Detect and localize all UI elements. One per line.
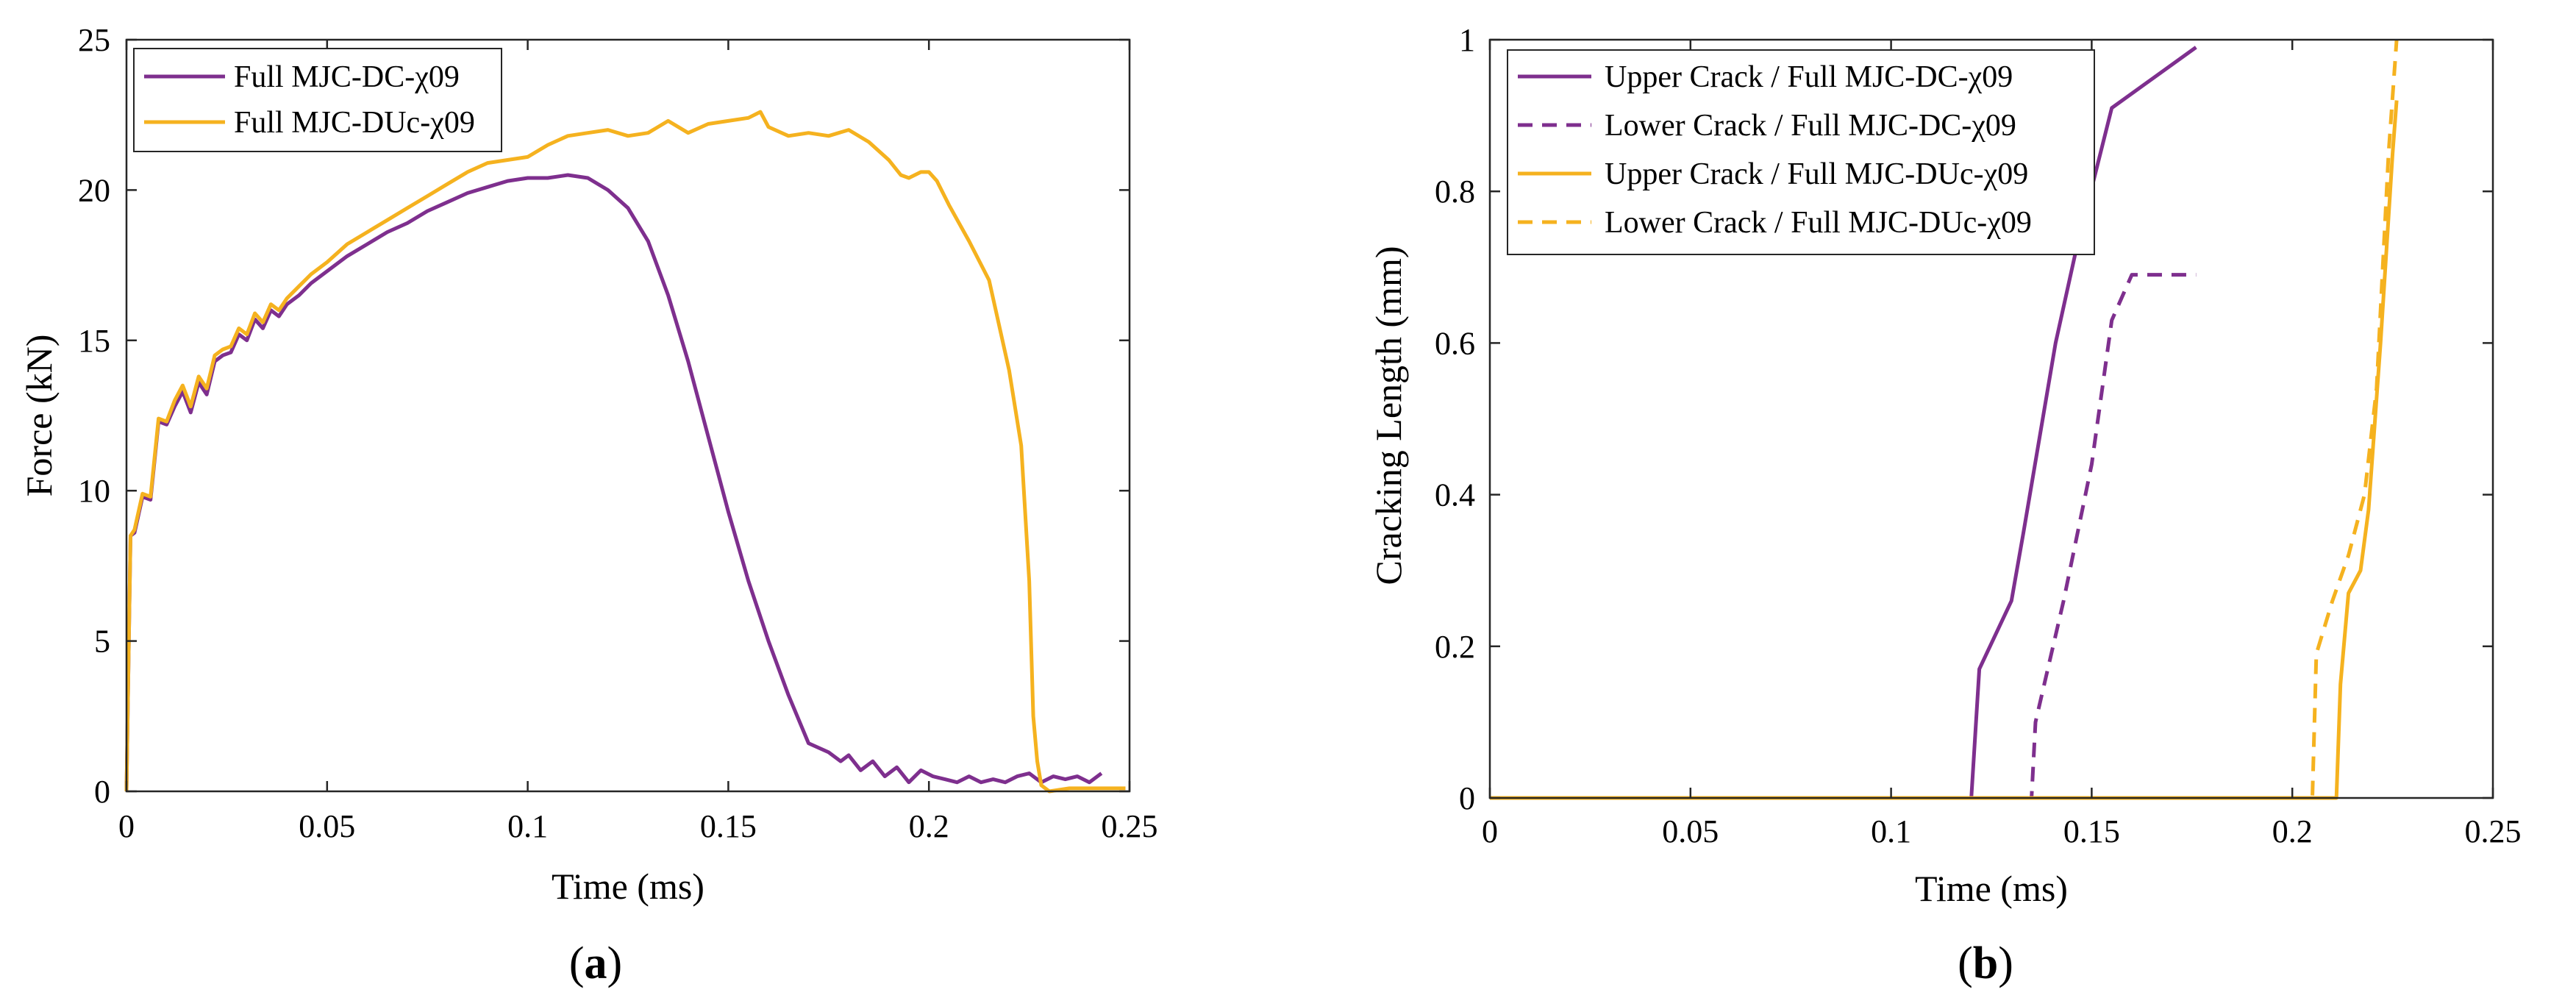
panel-b-xtick-label: 0.1 bbox=[1871, 813, 1911, 849]
panel-b-ytick-label: 0.6 bbox=[1435, 325, 1475, 361]
panel-b-legend-label-0: Upper Crack / Full MJC-DC-χ09 bbox=[1605, 60, 2013, 94]
panel-a-ytick-label: 10 bbox=[78, 473, 110, 509]
panel-b-ytick-label: 1 bbox=[1459, 22, 1475, 58]
panel-a-xtick-label: 0.2 bbox=[909, 808, 949, 844]
panel-b-tag-letter: b bbox=[1973, 938, 1998, 988]
panel-a-ticks bbox=[125, 38, 1131, 793]
panel-a-force-chart: 0 0.05 0.1 0.15 0.2 0.25 0 5 10 15 20 25… bbox=[18, 22, 1158, 988]
panel-b-ytick-label: 0 bbox=[1459, 780, 1475, 816]
panel-b-series-line-0 bbox=[1490, 46, 2197, 800]
panel-a-ytick-label: 5 bbox=[94, 624, 110, 660]
panel-a-ytick-label: 25 bbox=[78, 22, 110, 58]
panel-b-ticks bbox=[1488, 38, 2494, 799]
panel-b-series-group bbox=[1490, 39, 2399, 800]
panel-b-legend-label-3: Lower Crack / Full MJC-DUc-χ09 bbox=[1605, 206, 2032, 240]
panel-a-series-group bbox=[124, 110, 1126, 794]
panel-b-xtick-label: 0.05 bbox=[1662, 813, 1719, 849]
panel-b-series-line-1 bbox=[1490, 273, 2197, 800]
panel-a-axes-box bbox=[125, 38, 1131, 793]
panel-b-y-axis-label: Cracking Length (mm) bbox=[1368, 246, 1409, 585]
panel-b-series-line-2 bbox=[1490, 100, 2399, 800]
panel-b-ytick-label: 0.2 bbox=[1435, 629, 1475, 665]
panel-a-series-line-1 bbox=[124, 110, 1126, 794]
panel-b-xtick-label: 0.2 bbox=[2272, 813, 2313, 849]
panel-b-axes-box bbox=[1488, 38, 2494, 799]
panel-a-ytick-label: 15 bbox=[78, 323, 110, 359]
panel-a-xtick-label: 0 bbox=[118, 808, 135, 844]
panel-b-ytick-label: 0.4 bbox=[1435, 477, 1475, 513]
panel-b-legend-label-2: Upper Crack / Full MJC-DUc-χ09 bbox=[1605, 157, 2028, 191]
panel-a-series-line-0 bbox=[124, 173, 1103, 792]
panel-a-xtick-label: 0.05 bbox=[299, 808, 355, 844]
panel-a-tag-letter: a bbox=[585, 938, 607, 988]
panel-a-tag: (a) bbox=[569, 938, 622, 988]
panel-a-legend: Full MJC-DC-χ09 Full MJC-DUc-χ09 bbox=[133, 48, 502, 152]
panel-b-cracking-chart: 0 0.05 0.1 0.15 0.2 0.25 0 0.2 0.4 0.6 0… bbox=[1368, 22, 2522, 988]
panel-b-legend-box bbox=[1507, 49, 2095, 255]
panel-b-xtick-label: 0.25 bbox=[2465, 813, 2522, 849]
panel-a-xtick-label: 0.25 bbox=[1102, 808, 1158, 844]
panel-a-legend-label-1: Full MJC-DUc-χ09 bbox=[234, 106, 475, 140]
panel-b-legend-label-1: Lower Crack / Full MJC-DC-χ09 bbox=[1605, 109, 2016, 143]
panel-a-legend-box bbox=[133, 48, 502, 152]
panel-b-xtick-label: 0.15 bbox=[2063, 813, 2120, 849]
panel-a-legend-label-0: Full MJC-DC-χ09 bbox=[234, 60, 460, 94]
panel-b-tag: (b) bbox=[1958, 938, 2013, 988]
panel-a-y-axis-label: Force (kN) bbox=[18, 335, 60, 497]
panel-a-ytick-label: 20 bbox=[78, 172, 110, 208]
panel-a-xtick-label: 0.1 bbox=[507, 808, 548, 844]
panel-b-xtick-label: 0 bbox=[1482, 813, 1498, 849]
panel-a-ytick-label: 0 bbox=[94, 774, 110, 810]
panel-a-x-axis-label: Time (ms) bbox=[552, 866, 704, 907]
panel-b-x-axis-label: Time (ms) bbox=[1915, 868, 2068, 909]
panel-b-legend: Upper Crack / Full MJC-DC-χ09 Lower Crac… bbox=[1507, 49, 2095, 255]
panel-a-xtick-label: 0.15 bbox=[700, 808, 757, 844]
panel-b-ytick-label: 0.8 bbox=[1435, 174, 1475, 210]
panel-b-series-line-3 bbox=[1490, 39, 2399, 800]
